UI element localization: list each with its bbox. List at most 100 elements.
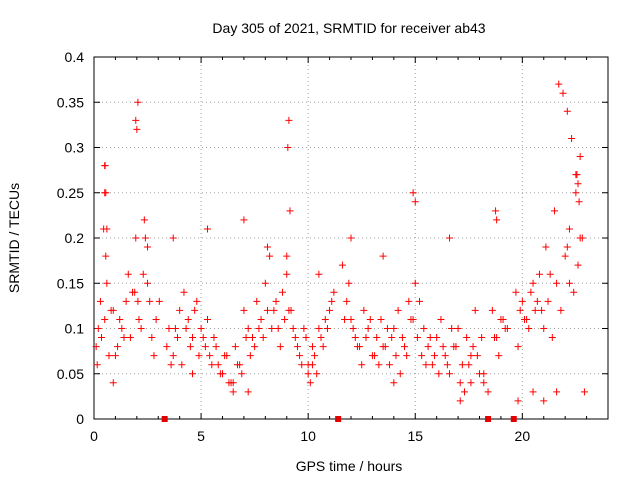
data-point: [426, 334, 434, 342]
data-point: [132, 116, 140, 124]
data-point: [199, 334, 207, 342]
data-point: [240, 216, 248, 224]
data-point: [546, 270, 554, 278]
data-point: [261, 279, 269, 287]
data-point: [463, 334, 471, 342]
data-point: [488, 306, 496, 314]
data-point: [146, 297, 154, 305]
data-point: [165, 325, 173, 332]
data-point: [111, 352, 119, 360]
data-point: [377, 315, 385, 323]
data-point: [286, 207, 294, 215]
data-point: [148, 334, 156, 342]
data-point: [96, 297, 104, 305]
data-point: [152, 315, 160, 323]
data-point: [465, 361, 473, 369]
data-point: [501, 325, 509, 332]
data-point: [512, 288, 520, 296]
data-point: [497, 315, 505, 323]
data-point: [248, 334, 256, 342]
data-point: [285, 306, 293, 314]
data-point: [135, 315, 143, 323]
data-point: [480, 379, 488, 387]
data-point: [431, 352, 439, 360]
data-point: [204, 315, 212, 323]
data-point: [433, 334, 441, 342]
data-point: [458, 361, 466, 369]
data-point: [573, 171, 581, 179]
data-point: [576, 234, 584, 242]
data-point: [379, 343, 387, 351]
data-point: [452, 343, 460, 351]
data-point: [124, 270, 132, 278]
data-gap-marker: [335, 416, 342, 422]
y-tick-label: 0.2: [65, 230, 85, 246]
data-point: [186, 343, 194, 351]
data-point: [548, 334, 556, 342]
data-point: [101, 315, 109, 323]
data-point: [284, 144, 292, 151]
data-point: [283, 270, 291, 278]
data-point: [576, 153, 584, 161]
data-point: [317, 334, 325, 342]
data-point: [518, 297, 526, 305]
data-point: [134, 297, 142, 305]
data-point: [102, 252, 110, 260]
data-point: [480, 370, 488, 378]
data-point: [559, 89, 567, 97]
data-point: [435, 370, 443, 378]
data-point: [572, 189, 580, 197]
data-point: [529, 279, 537, 287]
y-tick-label: 0.25: [57, 185, 84, 201]
data-point: [308, 361, 316, 369]
data-point: [144, 279, 152, 287]
data-point: [306, 379, 314, 387]
data-point: [492, 207, 500, 215]
data-point: [105, 352, 113, 360]
data-point: [557, 306, 565, 314]
y-tick-label: 0.15: [57, 275, 84, 291]
data-point: [538, 306, 546, 314]
data-point: [514, 343, 522, 351]
data-point: [561, 252, 569, 260]
chart-title: Day 305 of 2021, SRMTID for receiver ab4…: [212, 20, 485, 36]
data-point: [364, 325, 372, 332]
data-point: [319, 343, 327, 351]
data-point: [118, 325, 126, 332]
data-point: [270, 306, 278, 314]
y-ticks: 0 0.05 0.1 0.15 0.2 0.25 0.3 0.35 0.4: [57, 49, 608, 427]
data-point: [394, 306, 402, 314]
data-point: [390, 325, 398, 332]
data-point: [133, 125, 141, 133]
data-point: [103, 225, 111, 233]
data-point: [229, 379, 237, 387]
data-point: [296, 352, 304, 360]
data-point: [411, 279, 419, 287]
data-point: [446, 234, 454, 242]
data-point: [493, 334, 501, 342]
data-point: [373, 334, 381, 342]
data-point: [210, 334, 218, 342]
data-point: [212, 343, 220, 351]
data-point: [191, 306, 199, 314]
data-point: [180, 288, 188, 296]
data-point: [171, 325, 179, 332]
data-point: [283, 252, 291, 260]
data-point: [388, 334, 396, 342]
data-point: [405, 297, 413, 305]
data-point: [120, 334, 128, 342]
data-gap-markers: [161, 416, 517, 422]
data-point: [302, 334, 310, 342]
data-point: [240, 306, 248, 314]
data-point: [456, 397, 464, 405]
data-point: [174, 334, 182, 342]
data-point: [253, 297, 261, 305]
data-point: [281, 315, 289, 323]
data-point: [495, 352, 503, 360]
data-point: [347, 234, 355, 242]
data-point: [341, 315, 349, 323]
data-point: [478, 334, 486, 342]
data-point: [221, 352, 229, 360]
data-point: [439, 343, 447, 351]
data-point: [358, 361, 366, 369]
